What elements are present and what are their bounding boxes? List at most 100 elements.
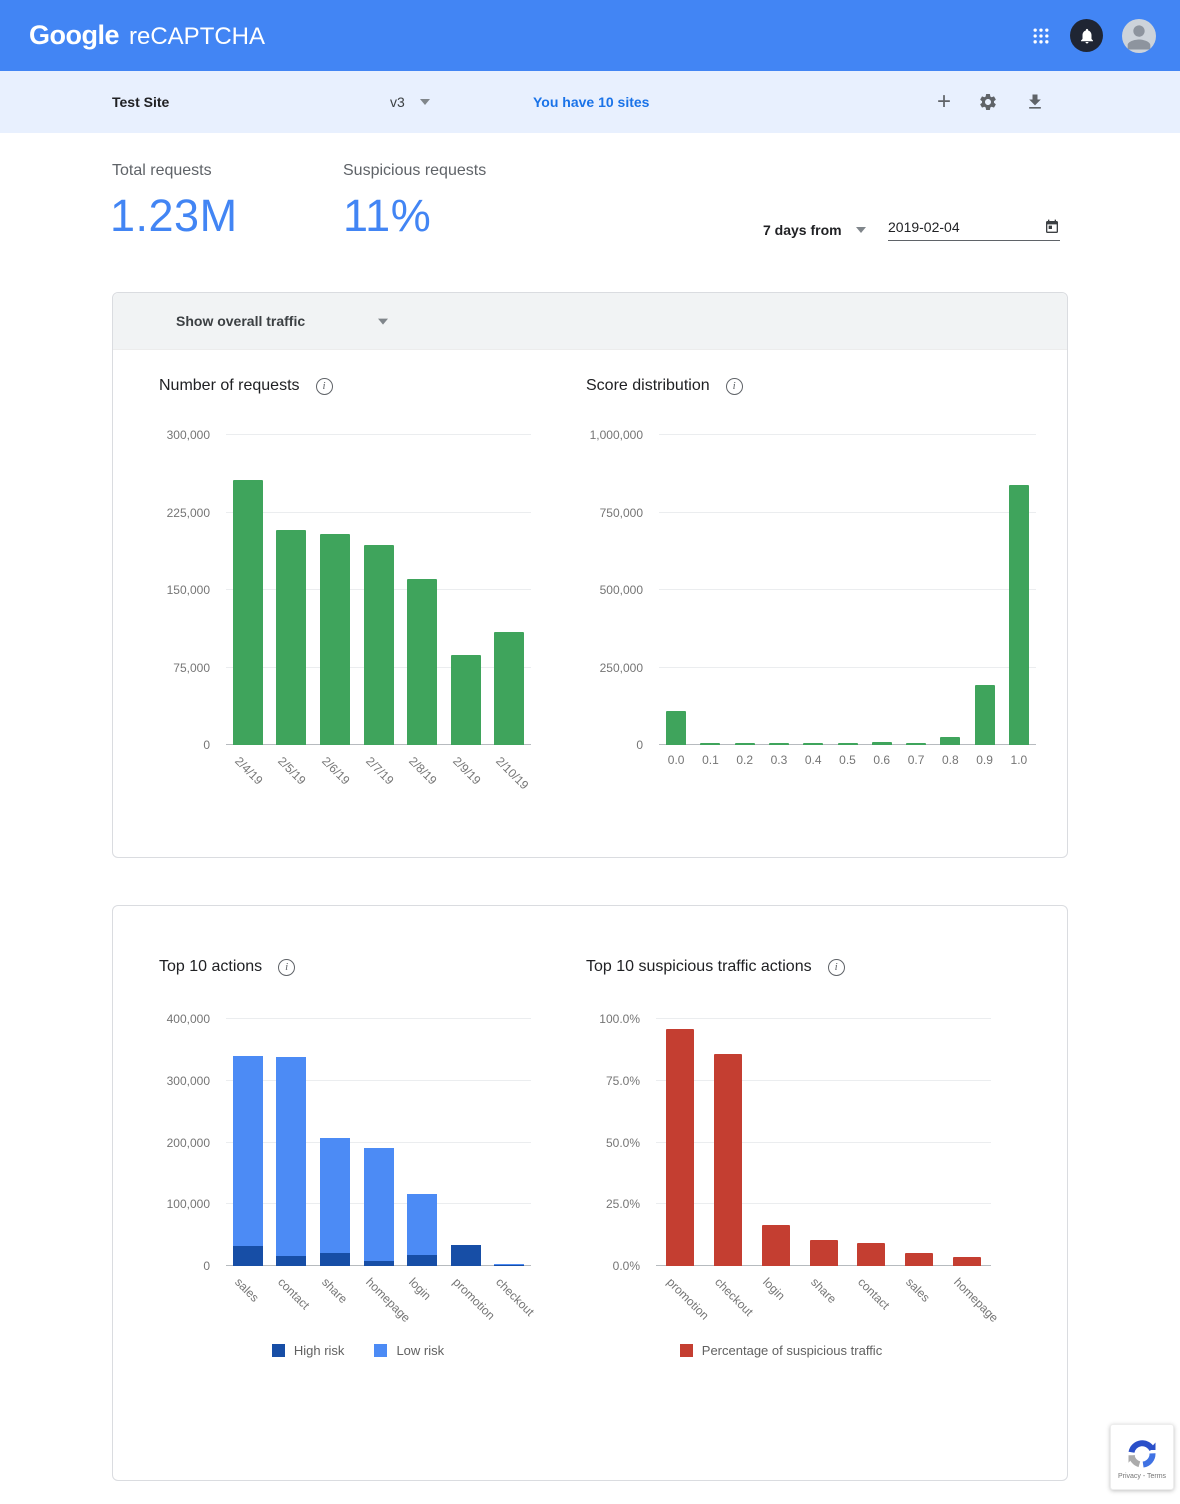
period-value: 7 days from <box>763 222 842 238</box>
score-distribution-chart: 0 250,000 500,000 750,000 1,000,000 0.0 0.1 0.… <box>589 428 1036 767</box>
y-tick-label: 300,000 <box>166 428 210 442</box>
x-tick-label: sales <box>903 1275 934 1305</box>
version-dropdown[interactable]: v3 <box>390 94 430 110</box>
y-tick-label: 0 <box>203 738 210 752</box>
bar-segment-low-risk <box>407 1193 438 1255</box>
total-requests-label: Total requests <box>112 162 212 179</box>
gridline <box>226 1141 531 1143</box>
y-axis: 0 75,000 150,000 225,000 300,000 <box>156 428 218 752</box>
y-tick-label: 200,000 <box>166 1135 210 1150</box>
add-site-icon[interactable]: + <box>937 88 952 115</box>
bar-segment-low-risk <box>232 1056 263 1247</box>
gridline <box>659 434 1036 435</box>
chart-title-text: Number of requests <box>159 377 300 394</box>
x-tick-label: checkout <box>493 1275 538 1319</box>
gridline <box>656 1018 991 1019</box>
info-icon[interactable]: i <box>315 377 333 395</box>
period-dropdown[interactable]: 7 days from <box>763 222 866 238</box>
x-tick-label: 0.8 <box>941 753 959 767</box>
bar-segment-high-risk <box>407 1254 438 1266</box>
y-tick-label: 75.0% <box>605 1073 640 1088</box>
x-tick-label: 0.4 <box>804 753 822 767</box>
bar-2/5/19 <box>276 530 307 745</box>
x-tick-label: 2/6/19 <box>319 754 353 788</box>
legend-label: Percentage of suspicious traffic <box>701 1343 883 1358</box>
x-tick-label: 2/7/19 <box>362 754 397 788</box>
x-tick-label: login <box>406 1275 434 1303</box>
y-tick-label: 0 <box>203 1259 210 1273</box>
x-tick-label: homepage <box>362 1275 413 1326</box>
x-tick-label: 0.7 <box>907 753 925 767</box>
bar-0.4 <box>803 743 824 745</box>
gridline <box>226 1079 531 1081</box>
privacy-terms-label[interactable]: Privacy - Terms <box>1117 1472 1167 1480</box>
bar-2/6/19 <box>319 534 350 745</box>
google-logo: Google <box>29 20 120 50</box>
info-icon[interactable]: i <box>278 958 296 976</box>
date-input[interactable]: 2019-02-04 <box>888 214 1060 241</box>
y-tick-label: 75,000 <box>173 660 210 675</box>
total-requests-value: 1.23M <box>110 190 238 241</box>
bar-segment-low-risk <box>319 1137 350 1254</box>
scores-chart-title: Score distribution i <box>586 377 743 395</box>
sites-link[interactable]: You have 10 sites <box>533 94 650 110</box>
avatar[interactable] <box>1122 18 1156 53</box>
settings-icon[interactable] <box>978 92 998 112</box>
bar-segment-high-risk <box>232 1246 263 1266</box>
bar-login <box>407 1019 438 1266</box>
chevron-down-icon <box>855 227 866 233</box>
bar-segment-low-risk <box>363 1148 394 1262</box>
y-tick-label: 100.0% <box>599 1012 640 1026</box>
bar-promotion <box>450 1019 481 1266</box>
brand: Google reCAPTCHA <box>29 20 265 51</box>
top-actions-chart-title: Top 10 actions i <box>159 958 296 976</box>
gridline <box>656 1079 991 1081</box>
gridline <box>659 666 1036 668</box>
gridline <box>659 589 1036 590</box>
bar-0.1 <box>700 743 721 745</box>
x-tick-label: sales <box>231 1275 262 1305</box>
x-tick-label: contact <box>275 1275 313 1313</box>
bar-0.6 <box>871 741 892 745</box>
bar-segment-high-risk <box>276 1256 307 1266</box>
x-tick-label: share <box>319 1275 351 1307</box>
bar-0.2 <box>734 742 755 745</box>
y-tick-label: 25.0% <box>605 1197 640 1212</box>
bar-share <box>809 1240 838 1266</box>
x-tick-label: 0.2 <box>736 753 754 767</box>
download-icon[interactable] <box>1025 92 1045 112</box>
y-axis: 0 250,000 500,000 750,000 1,000,000 <box>589 428 651 752</box>
notifications-icon[interactable] <box>1070 19 1103 52</box>
bar-segment-low-risk <box>276 1056 307 1257</box>
high-risk-swatch <box>271 1344 285 1357</box>
suspicious-requests-label: Suspicious requests <box>343 162 487 179</box>
x-tick-label: 2/9/19 <box>449 754 484 788</box>
date-value: 2019-02-04 <box>888 219 960 235</box>
x-tick-label: 0.0 <box>667 753 685 767</box>
gridline <box>656 1203 991 1205</box>
bar-contact <box>276 1019 307 1266</box>
recaptcha-badge[interactable]: Privacy - Terms <box>1110 1424 1174 1490</box>
traffic-filter-label: Show overall traffic <box>176 313 306 329</box>
suspicious-actions-chart: 0.0% 25.0% 50.0% 75.0% 100.0% promotion check… <box>586 1012 1001 1325</box>
info-icon[interactable]: i <box>725 377 743 395</box>
info-icon[interactable]: i <box>827 958 845 976</box>
bar-contact <box>857 1243 886 1266</box>
apps-grid-icon[interactable] <box>1031 26 1051 46</box>
low-risk-swatch <box>374 1344 388 1357</box>
version-value: v3 <box>390 94 405 110</box>
x-tick-label: 0.3 <box>770 753 788 767</box>
traffic-filter-dropdown[interactable]: Show overall traffic <box>113 293 1067 350</box>
site-name: Test Site <box>112 94 170 110</box>
chevron-down-icon <box>378 318 388 325</box>
gridline <box>226 511 531 513</box>
calendar-icon[interactable] <box>1044 219 1060 235</box>
bar-0.8 <box>940 736 961 745</box>
x-tick-label: promotion <box>664 1275 712 1323</box>
bar-0.5 <box>837 743 858 745</box>
suspicious-requests-value: 11% <box>343 190 432 241</box>
bar-segment-high-risk <box>494 1265 525 1266</box>
y-tick-label: 50.0% <box>605 1135 640 1150</box>
bar-segment-high-risk <box>363 1261 394 1266</box>
